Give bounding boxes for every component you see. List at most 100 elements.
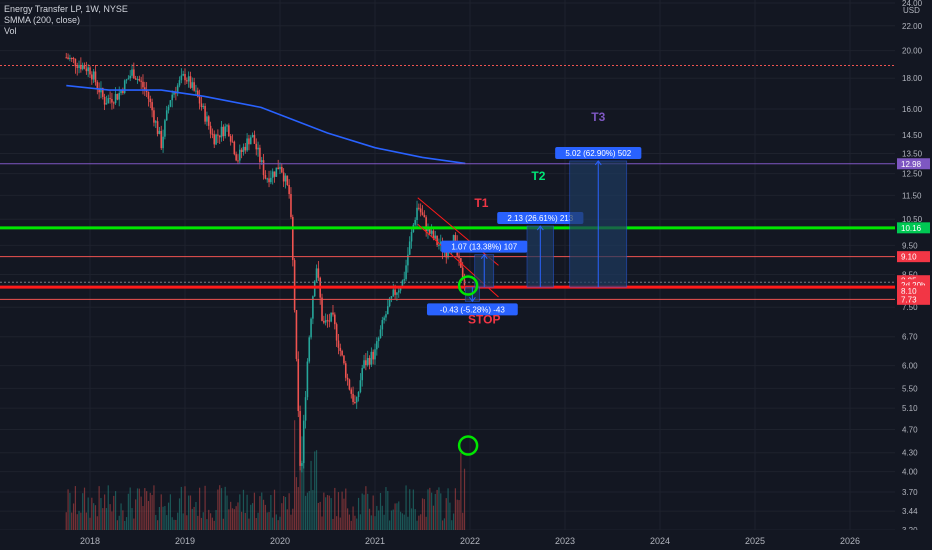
candle-body (363, 360, 365, 369)
candle-body (96, 82, 99, 89)
candle-body (343, 355, 345, 364)
candle-body (253, 134, 256, 144)
y-tick-label: 3.44 (902, 507, 918, 516)
price-label-bg (897, 279, 930, 291)
volume-bar (211, 517, 214, 530)
candle-body (240, 149, 243, 153)
volume-bar (239, 494, 241, 530)
candle-body (344, 363, 347, 378)
candle-body (452, 235, 455, 247)
volume-bar (425, 516, 427, 530)
volume-bar (420, 514, 422, 530)
candle-body (430, 230, 433, 234)
symbol-title[interactable]: Energy Transfer LP, 1W, NYSE (4, 4, 128, 14)
volume-bar (354, 515, 356, 530)
volume-bar (184, 486, 186, 530)
time-axis-background (0, 530, 932, 550)
volume-bar (76, 514, 78, 530)
volume-bar (131, 508, 133, 530)
candle-body (118, 92, 121, 100)
volume-bar (343, 498, 345, 530)
candle-body (242, 146, 245, 153)
volume-bar (281, 503, 283, 530)
x-tick-label: 2026 (840, 536, 860, 546)
volume-bar (264, 504, 266, 530)
candle-body (112, 102, 115, 104)
measurement-arrowhead (468, 297, 476, 303)
candle-body (323, 320, 325, 323)
volume-bar (72, 503, 75, 530)
candle-body (421, 212, 424, 215)
candle-body (129, 75, 131, 79)
price-label-bg (897, 222, 930, 234)
volume-bar (390, 510, 393, 530)
volume-bar (142, 506, 144, 530)
volume-bar (180, 486, 182, 530)
volume-indicator-label[interactable]: Vol (4, 26, 17, 36)
volume-bar (379, 492, 382, 530)
volume-bar (405, 485, 407, 530)
annotation-t3: T3 (591, 110, 605, 124)
volume-bar (226, 495, 228, 530)
candle-body (98, 88, 100, 93)
volume-bar (135, 499, 137, 530)
volume-bar (304, 495, 307, 530)
candle-body (354, 402, 356, 404)
volume-bar (125, 517, 128, 530)
volume-bar (463, 468, 466, 530)
volume-bar (82, 493, 84, 530)
volume-bar (288, 493, 290, 530)
candle-body (355, 396, 358, 403)
candle-body (403, 279, 406, 281)
volume-bar (306, 492, 309, 530)
volume-bar (394, 503, 396, 530)
candle-body (87, 67, 89, 72)
x-tick-label: 2021 (365, 536, 385, 546)
volume-bar (177, 512, 179, 530)
candle-body (74, 58, 77, 67)
volume-bar (319, 501, 321, 530)
volume-bar (160, 494, 162, 530)
volume-bar (209, 513, 212, 530)
volume-bar (146, 491, 148, 530)
volume-bar (107, 485, 109, 530)
candle-body (178, 80, 181, 86)
candle-body (218, 135, 221, 138)
candle-body (65, 57, 68, 59)
candle-body (198, 96, 201, 104)
volume-bar (193, 506, 195, 530)
x-tick-label: 2023 (555, 536, 575, 546)
volume-bar (392, 509, 394, 530)
candle-body (259, 147, 261, 162)
candle-body (326, 320, 329, 322)
candle-body (76, 66, 79, 68)
volume-bar (140, 496, 142, 530)
price-label: 12.98 (901, 160, 922, 169)
volume-bar (403, 514, 405, 530)
volume-bar (208, 509, 210, 530)
volume-bar (127, 493, 129, 530)
volume-bar (175, 519, 177, 530)
candle-body (304, 397, 307, 421)
volume-bar (230, 501, 232, 530)
y-tick-label: 11.50 (902, 191, 922, 200)
x-tick-label: 2018 (80, 536, 100, 546)
candle-body (396, 292, 398, 295)
candle-body (196, 90, 199, 97)
candle-body (200, 103, 203, 108)
volume-bar (202, 512, 204, 530)
volume-bar (242, 489, 245, 530)
volume-bar (451, 520, 453, 530)
candle-body (335, 324, 338, 341)
volume-bar (443, 518, 446, 530)
volume-bar (458, 500, 460, 530)
candle-body (246, 138, 248, 151)
candle-body (101, 87, 104, 97)
volume-bar (314, 451, 316, 530)
volume-bar (129, 487, 131, 530)
volume-bar (432, 505, 435, 530)
candle-body (359, 380, 362, 392)
smma-indicator-label[interactable]: SMMA (200, close) (4, 15, 81, 25)
volume-bar (116, 520, 119, 530)
